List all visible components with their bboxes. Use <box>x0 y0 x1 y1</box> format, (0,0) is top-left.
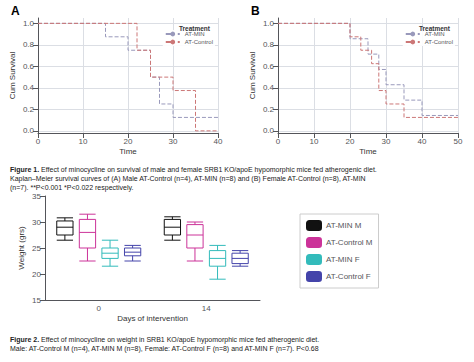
svg-text:15: 15 <box>32 296 41 305</box>
svg-text:0: 0 <box>97 304 102 313</box>
svg-text:1.0: 1.0 <box>263 19 275 28</box>
svg-text:Treatment: Treatment <box>179 25 211 32</box>
svg-text:(n=7). **P<0.001 *P<0.022 resp: (n=7). **P<0.001 *P<0.022 respectively. <box>10 184 133 192</box>
svg-text:0.0: 0.0 <box>23 126 35 135</box>
svg-text:Treatment: Treatment <box>419 25 451 32</box>
svg-text:AT-MIN F: AT-MIN F <box>326 255 360 264</box>
svg-text:AT-Control: AT-Control <box>425 39 453 45</box>
svg-text:AT-MIN: AT-MIN <box>424 31 445 37</box>
svg-text:0.6: 0.6 <box>263 62 275 71</box>
svg-text:Weight (grs): Weight (grs) <box>17 226 26 270</box>
svg-text:25: 25 <box>32 244 41 253</box>
svg-text:0.2: 0.2 <box>23 105 35 114</box>
svg-text:B: B <box>251 4 260 18</box>
svg-text:Figure 2.: Figure 2. <box>10 336 39 344</box>
svg-text:A: A <box>11 4 20 18</box>
svg-text:Cum Survival: Cum Survival <box>8 52 17 100</box>
svg-text:Effect of minocycline on weigh: Effect of minocycline on weight in SRB1 … <box>39 336 319 344</box>
svg-text:AT-MIN: AT-MIN <box>184 31 205 37</box>
svg-text:Figure 1.: Figure 1. <box>10 166 39 174</box>
svg-text:0.8: 0.8 <box>23 40 35 49</box>
svg-text:0.4: 0.4 <box>23 83 35 92</box>
svg-text:Time: Time <box>119 147 137 156</box>
svg-text:Male: AT-Control M (n=4), AT-M: Male: AT-Control M (n=4), AT-MIN M (n=8)… <box>10 345 319 353</box>
svg-text:40: 40 <box>418 137 427 146</box>
svg-text:AT-MIN M: AT-MIN M <box>326 221 362 230</box>
svg-text:30: 30 <box>169 137 178 146</box>
svg-text:20: 20 <box>124 137 133 146</box>
svg-text:0.2: 0.2 <box>263 105 275 114</box>
svg-text:Kaplan–Meier survival curves o: Kaplan–Meier survival curves of (A) Male… <box>10 175 366 183</box>
svg-text:0: 0 <box>36 137 41 146</box>
svg-text:35: 35 <box>32 192 41 201</box>
svg-text:AT-Control M: AT-Control M <box>326 238 373 247</box>
svg-text:AT-Control: AT-Control <box>185 39 213 45</box>
svg-text:30: 30 <box>382 137 391 146</box>
svg-text:0.6: 0.6 <box>23 62 35 71</box>
svg-text:0.8: 0.8 <box>263 40 275 49</box>
svg-text:0: 0 <box>276 137 281 146</box>
svg-text:40: 40 <box>214 137 223 146</box>
svg-text:Effect of minocycline on survi: Effect of minocycline on survival of mal… <box>39 166 377 174</box>
svg-text:10: 10 <box>79 137 88 146</box>
svg-text:0.4: 0.4 <box>263 83 275 92</box>
svg-text:14: 14 <box>202 304 211 313</box>
svg-text:Days of intervention: Days of intervention <box>117 314 188 323</box>
svg-text:AT-Control F: AT-Control F <box>326 272 371 281</box>
svg-text:Cum Survival: Cum Survival <box>248 52 257 100</box>
svg-text:1.0: 1.0 <box>23 19 35 28</box>
svg-text:0.0: 0.0 <box>263 126 275 135</box>
svg-text:Time: Time <box>359 147 377 156</box>
svg-text:50: 50 <box>454 137 463 146</box>
svg-text:10: 10 <box>310 137 319 146</box>
svg-text:20: 20 <box>32 270 41 279</box>
svg-text:30: 30 <box>32 218 41 227</box>
svg-text:20: 20 <box>346 137 355 146</box>
